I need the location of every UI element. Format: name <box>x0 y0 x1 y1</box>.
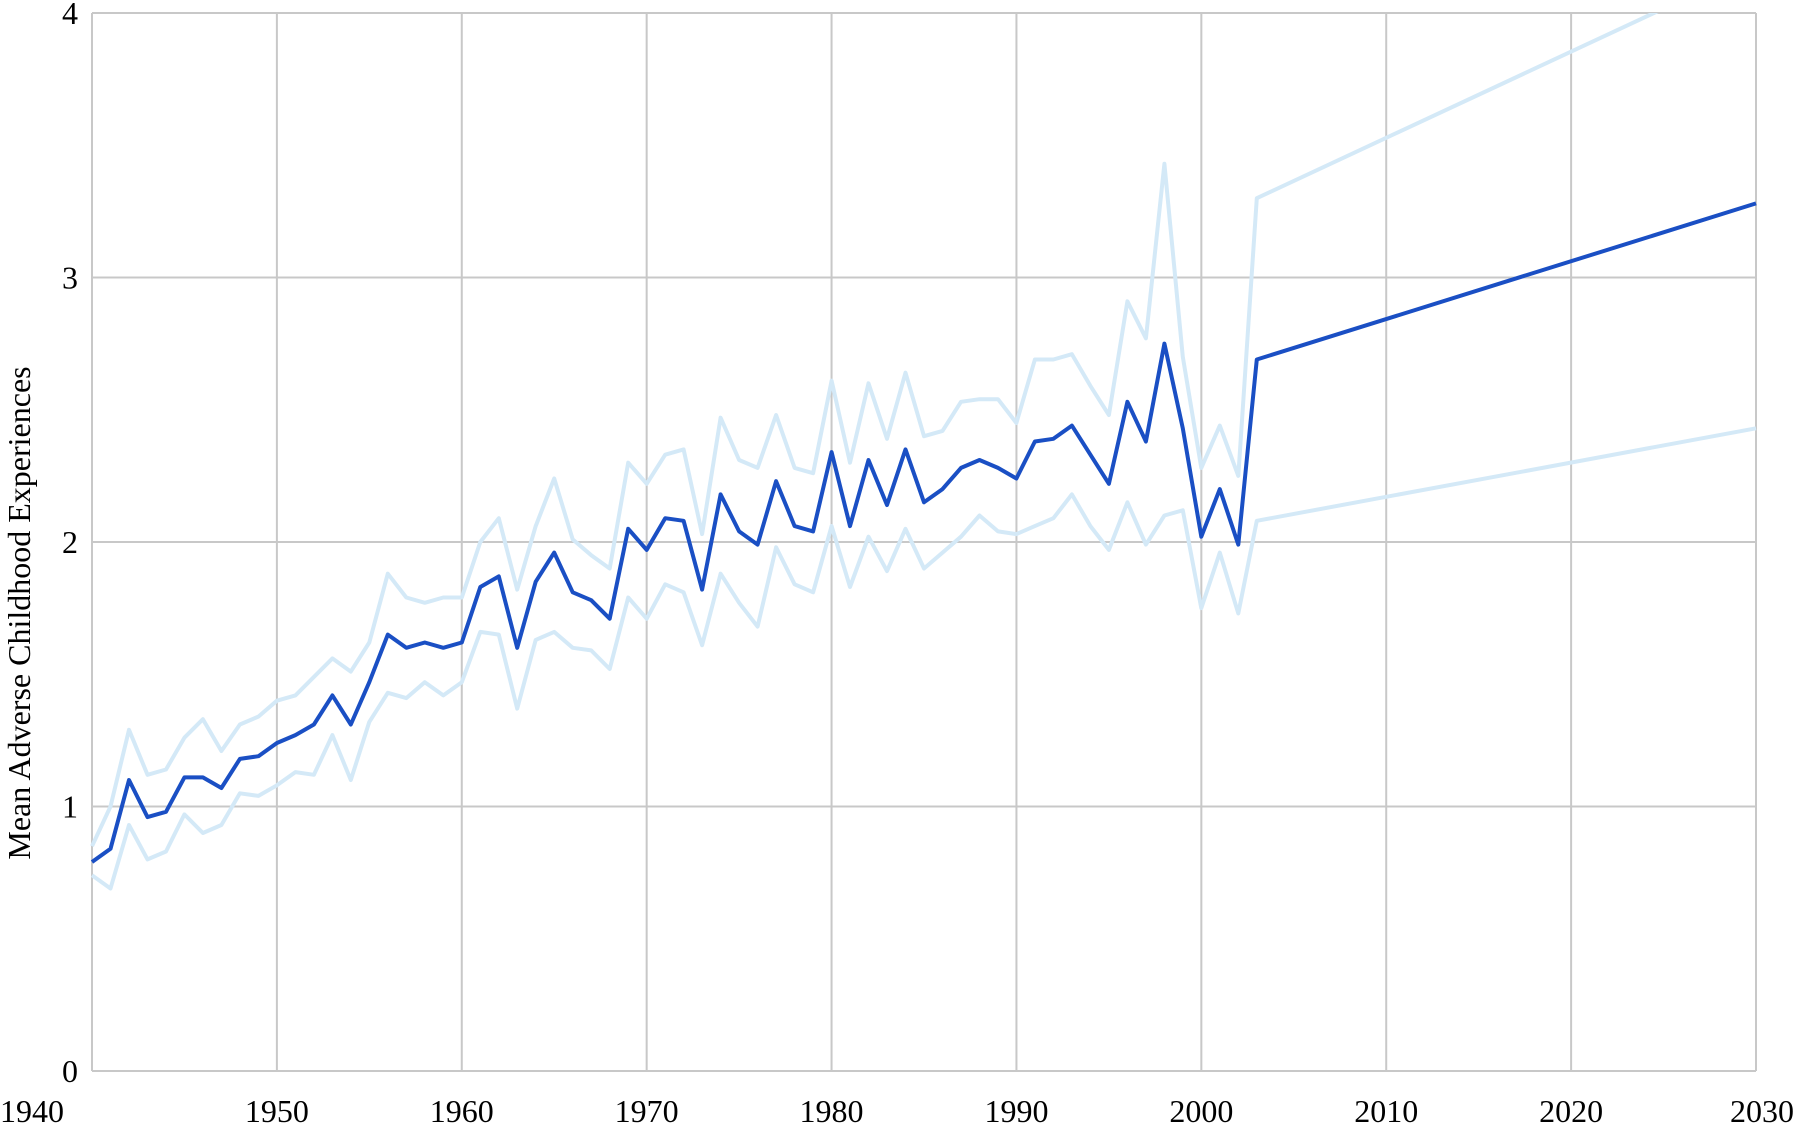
x-tick-label-2010: 2010 <box>1354 1093 1418 1129</box>
x-tick-label-1950: 1950 <box>245 1093 309 1129</box>
x-tick-label-2020: 2020 <box>1539 1093 1603 1129</box>
x-tick-label-1970: 1970 <box>615 1093 679 1129</box>
x-tick-label-2000: 2000 <box>1169 1093 1233 1129</box>
y-tick-label-0: 0 <box>62 1053 78 1089</box>
series-line-lower <box>90 426 1757 891</box>
gridlines <box>91 12 1757 1072</box>
x-tick-label-1990: 1990 <box>984 1093 1048 1129</box>
x-tick-label-1980: 1980 <box>800 1093 864 1129</box>
x-tick-label-1940: 1940 <box>0 1093 64 1129</box>
x-tick-label-1960: 1960 <box>430 1093 494 1129</box>
x-tick-label-2030: 2030 <box>1730 1093 1794 1129</box>
y-tick-labels: 0 1 2 3 4 <box>62 0 78 1089</box>
x-tick-labels: 1940 1950 1960 1970 1980 1990 2000 2010 2020 2030 <box>0 1093 1794 1129</box>
series-line-mean <box>90 201 1757 864</box>
y-tick-label-3: 3 <box>62 260 78 296</box>
y-tick-label-1: 1 <box>62 789 78 825</box>
series-line-upper <box>90 13 1659 848</box>
y-axis-title: Mean Adverse Childhood Experiences <box>1 366 37 859</box>
y-tick-label-4: 4 <box>62 0 78 31</box>
y-tick-label-2: 2 <box>62 524 78 560</box>
series-lines <box>90 13 1757 891</box>
